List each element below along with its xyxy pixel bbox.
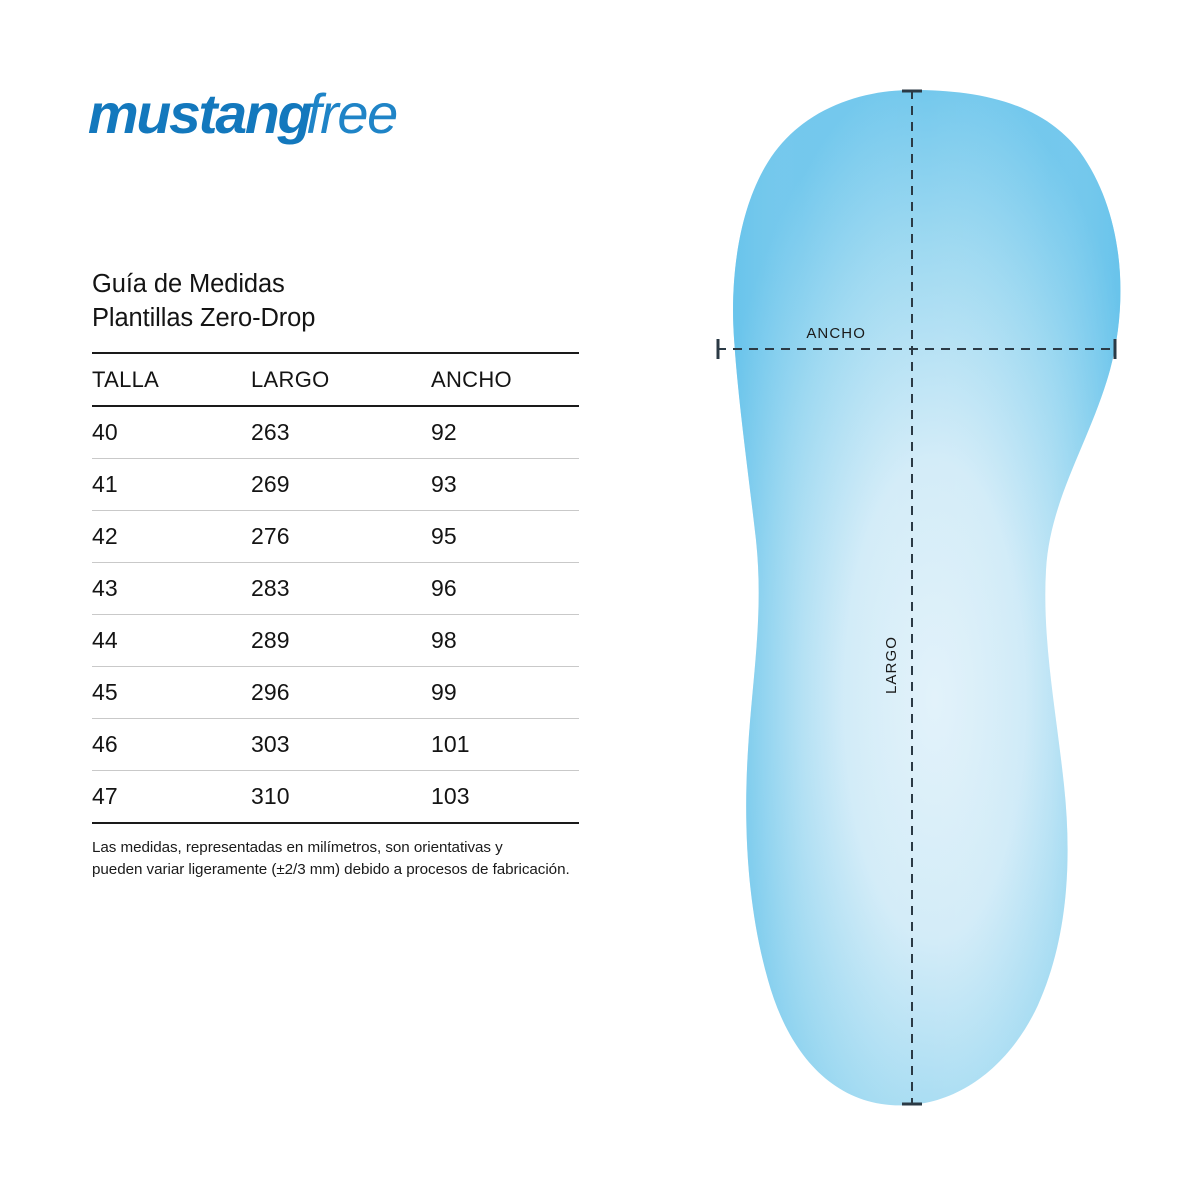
table-row: 46 303 101 [92,718,579,771]
column-header-ancho: ANCHO [431,351,579,407]
insole-outline-shape [733,90,1121,1106]
cell-largo: 310 [251,770,431,824]
cell-largo: 276 [251,510,431,563]
cell-talla: 47 [92,770,251,824]
size-table-head: TALLA LARGO ANCHO [92,351,579,407]
cell-largo: 296 [251,666,431,719]
cell-largo: 283 [251,562,431,615]
page-title: Guía de Medidas Plantillas Zero-Drop [92,268,579,336]
table-row: 45 296 99 [92,666,579,719]
page-title-line-2: Plantillas Zero-Drop [92,303,316,332]
cell-ancho: 95 [431,510,579,563]
cell-talla: 46 [92,718,251,771]
cell-ancho: 103 [431,770,579,824]
brand-logo: mustangfree [87,82,398,145]
cell-talla: 44 [92,614,251,667]
cell-ancho: 92 [431,405,579,459]
size-table-body: 40 263 92 41 269 93 42 276 95 43 283 [92,405,579,824]
cell-ancho: 93 [431,458,579,511]
table-row: 41 269 93 [92,458,579,511]
table-row: 43 283 96 [92,562,579,615]
cell-largo: 263 [251,405,431,459]
cell-talla: 43 [92,562,251,615]
cell-talla: 45 [92,666,251,719]
largo-label: LARGO [883,636,900,694]
table-row: 47 310 103 [92,770,579,824]
column-header-largo: LARGO [251,351,431,407]
disclaimer-line-2: pueden variar ligeramente (±2/3 mm) debi… [92,861,570,879]
size-table-block: Guía de Medidas Plantillas Zero-Drop TAL… [92,268,579,882]
column-header-talla: TALLA [92,351,251,407]
page-title-line-1: Guía de Medidas [92,270,285,298]
cell-talla: 40 [92,405,251,459]
cell-largo: 303 [251,718,431,771]
brand-logo-bold-text: mustang [87,82,313,145]
brand-logo-light-text: free [305,82,398,145]
largo-dimension-line [902,89,922,1106]
cell-largo: 289 [251,614,431,667]
cell-talla: 42 [92,510,251,563]
ancho-dimension-line [716,339,1117,359]
cell-largo: 269 [251,458,431,511]
cell-talla: 41 [92,458,251,511]
cell-ancho: 98 [431,614,579,667]
insole-diagram: ANCHO LARGO [690,70,1150,1130]
cell-ancho: 99 [431,666,579,719]
cell-ancho: 101 [431,718,579,771]
cell-ancho: 96 [431,562,579,615]
table-row: 44 289 98 [92,614,579,667]
ancho-label: ANCHO [806,325,866,342]
size-table: TALLA LARGO ANCHO 40 263 92 41 269 93 42 [92,351,579,824]
table-row: 40 263 92 [92,405,579,459]
table-header-row: TALLA LARGO ANCHO [92,351,579,407]
table-row: 42 276 95 [92,510,579,563]
measurements-disclaimer: Las medidas, representadas en milímetros… [92,837,652,882]
disclaimer-line-1: Las medidas, representadas en milímetros… [92,838,503,856]
